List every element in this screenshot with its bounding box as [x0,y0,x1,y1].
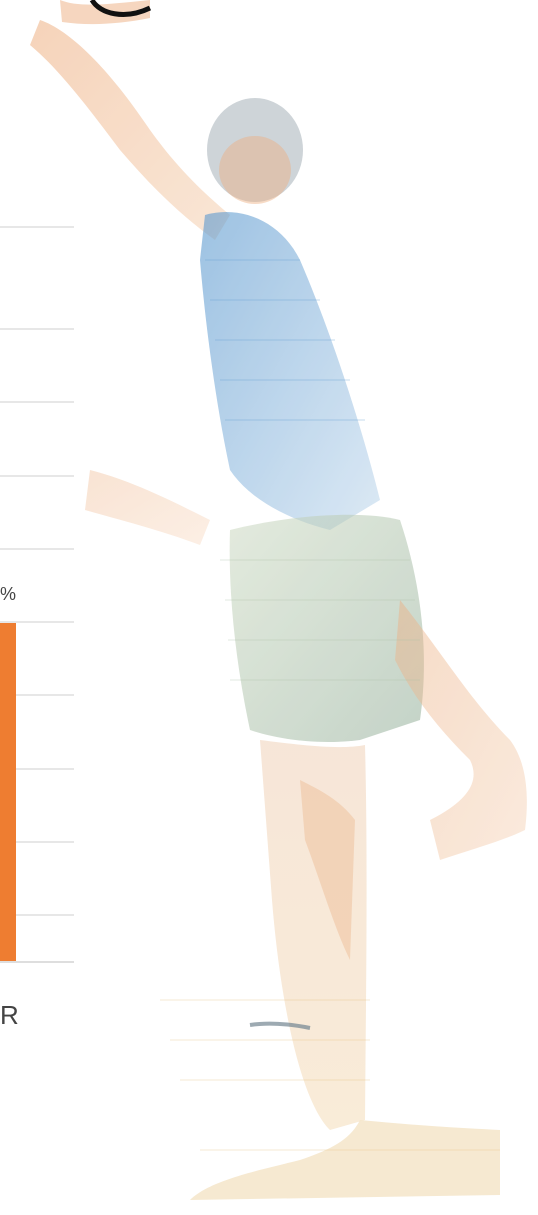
tick-label-percent: % [0,584,16,605]
category-label: R [0,1000,19,1031]
bar [0,623,16,961]
player-illustration [30,0,527,1200]
